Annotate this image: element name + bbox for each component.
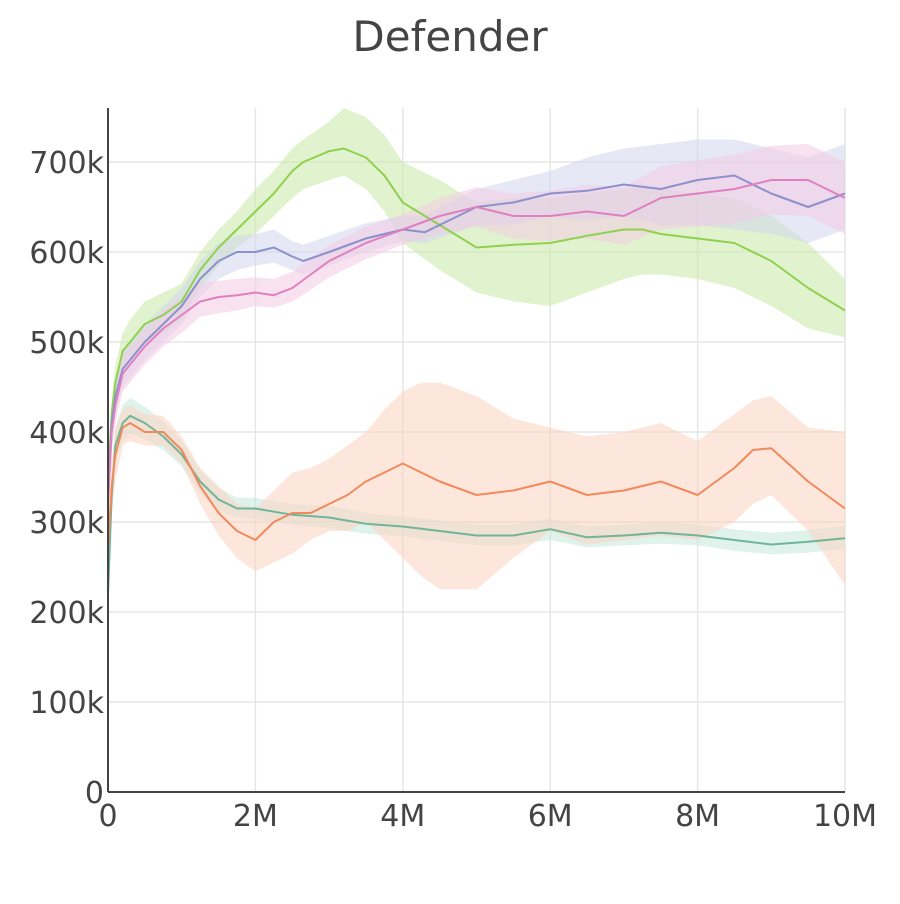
confidence-band-pink xyxy=(108,144,845,522)
series-line-pink xyxy=(107,179,846,505)
x-tick-label: 6M xyxy=(528,799,573,834)
x-tick-label: 10M xyxy=(813,799,877,834)
band-layer xyxy=(108,108,845,612)
chart-title: Defender xyxy=(352,12,548,61)
y-tick-label: 300k xyxy=(29,506,104,541)
series-line-purple xyxy=(107,174,846,496)
line-layer xyxy=(107,147,846,595)
axis-layer: 0 2M 4M 6M 8M 10M 0 100k 200k 300k 400k 500k 600k 700… xyxy=(29,108,877,834)
confidence-band-teal xyxy=(108,397,845,612)
y-tick-label: 700k xyxy=(29,146,104,181)
y-tick-label: 100k xyxy=(29,686,104,721)
y-tick-label: 0 xyxy=(85,776,104,811)
confidence-band-orange xyxy=(108,382,845,590)
y-tick-label: 500k xyxy=(29,326,104,361)
series-line-teal xyxy=(107,414,846,595)
x-tick-label: 8M xyxy=(675,799,720,834)
x-tick-label: 4M xyxy=(380,799,425,834)
y-tick-label: 400k xyxy=(29,416,104,451)
x-tick-label: 0 xyxy=(98,799,117,834)
series-line-orange xyxy=(107,422,846,550)
series-line-green xyxy=(107,147,846,487)
x-tick-label: 2M xyxy=(233,799,278,834)
y-tick-label: 600k xyxy=(29,236,104,271)
y-tick-label: 200k xyxy=(29,596,104,631)
